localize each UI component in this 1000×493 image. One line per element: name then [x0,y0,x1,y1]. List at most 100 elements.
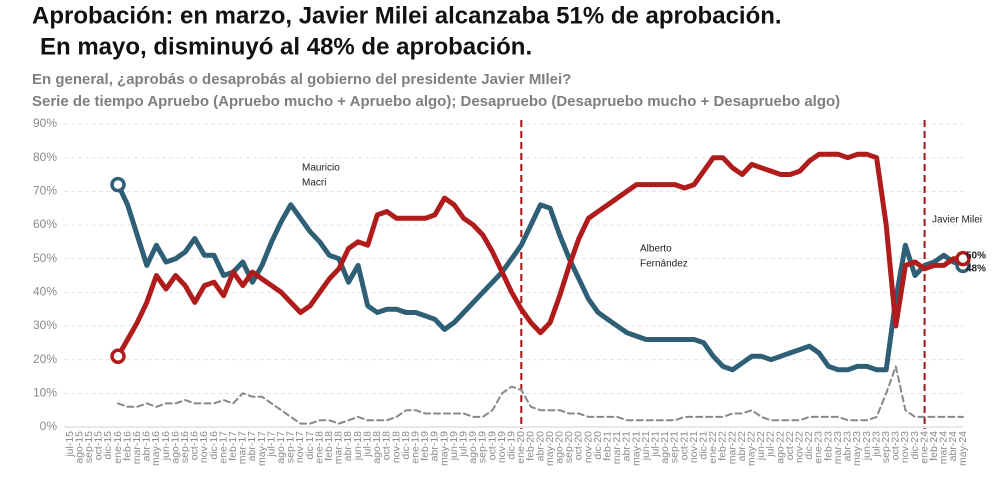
series-line [117,365,964,425]
y-tick-label: 80% [33,150,57,164]
x-tick-label: jun-22 [755,431,767,461]
x-tick-label: feb-24 [928,431,940,461]
x-tick-label: nov-16 [198,431,210,463]
x-tick-label: jul-23 [870,431,882,458]
x-tick-label: nov-20 [582,431,594,463]
y-tick-label: 50% [33,251,57,265]
series-line [115,151,966,359]
x-tick-label: ene-23 [813,431,825,464]
annotation: Mauricio [302,163,340,174]
x-tick-label: may-20 [544,431,556,466]
x-tick-label: ene-24 [918,431,930,464]
x-tick-label: sep-17 [285,431,297,463]
annotation: Macri [302,178,326,189]
y-tick-label: 20% [33,352,57,366]
point-marker [110,348,126,365]
x-tick-label: ago-22 [774,431,786,464]
x-tick-label: may-17 [256,431,268,466]
x-tick-label: nov-21 [688,431,700,463]
x-tick-label: feb-16 [121,431,133,461]
x-tick-label: jun-16 [160,431,172,461]
x-tick-label: jun-19 [448,431,460,461]
annotation: Javier Milei [932,215,982,226]
x-tick-label: oct-22 [784,431,796,460]
x-tick-label: sep-23 [880,431,892,463]
x-tick-label: nov-18 [390,431,402,463]
x-tick-label: may-22 [746,431,758,466]
y-tick-label: 30% [33,318,57,332]
x-tick-label: mar-21 [611,431,623,464]
x-tick-label: mar-22 [726,431,738,464]
chart-title: En mayo, disminuyó al 48% de aprobación. [40,33,532,60]
x-tick-label: may-19 [438,431,450,466]
x-tick-label: feb-18 [323,431,335,461]
x-tick-label: nov-22 [794,431,806,463]
x-tick-label: dic-17 [304,431,316,460]
x-tick-label: abr-17 [246,431,258,462]
x-tick-label: may-16 [150,431,162,466]
x-tick-label: jun-23 [861,431,873,461]
x-tick-label: nov-17 [294,431,306,463]
x-tick-label: feb-23 [822,431,834,461]
x-tick-label: dic-22 [803,431,815,460]
x-tick-label: jul-22 [765,431,777,458]
x-tick-label: mar-16 [131,431,143,464]
x-tick-label: mar-24 [938,431,950,464]
data-label: 50% [966,251,986,262]
x-tick-label: abr-20 [534,431,546,462]
y-tick-label: 70% [33,184,57,198]
chart-subtitle: En general, ¿aprobás o desaprobás al gob… [32,71,571,88]
annotation: Alberto [640,244,672,255]
x-tick-label: jul-15 [64,431,76,458]
x-tick-label: dic-18 [400,431,412,460]
x-tick-label: abr-24 [947,431,959,462]
x-tick-label: ene-20 [515,431,527,464]
x-tick-label: oct-16 [189,431,201,460]
x-tick-label: ago-21 [659,431,671,464]
x-tick-label: dic-19 [505,431,517,460]
x-tick-label: oct-18 [381,431,393,460]
point-marker [110,176,126,193]
x-tick-label: jul-21 [650,431,662,458]
x-tick-label: may-21 [630,431,642,466]
x-tick-label: sep-20 [563,431,575,463]
chart-subtitle: Serie de tiempo Apruebo (Apruebo mucho +… [32,93,840,110]
x-tick-label: jul-17 [265,431,277,458]
x-tick-label: ago-19 [467,431,479,464]
y-tick-label: 40% [33,285,57,299]
x-tick-label: dic-15 [102,431,114,460]
x-tick-label: ago-20 [553,431,565,464]
x-tick-label: oct-19 [486,431,498,460]
point-marker [955,250,971,267]
annotation: Fernández [640,259,688,270]
x-tick-label: dic-16 [208,431,220,460]
x-tick-label: ago-18 [371,431,383,464]
x-tick-label: ago-16 [169,431,181,464]
x-tick-label: feb-20 [525,431,537,461]
x-tick-label: sep-19 [477,431,489,463]
x-tick-label: abr-16 [141,431,153,462]
x-tick-label: oct-20 [573,431,585,460]
x-tick-label: jun-21 [640,431,652,461]
x-tick-label: ene-18 [313,431,325,464]
x-tick-label: mar-23 [832,431,844,464]
x-tick-label: feb-17 [227,431,239,461]
series-line [115,182,966,373]
y-tick-label: 0% [40,419,58,433]
x-tick-label: oct-15 [93,431,105,460]
x-tick-label: ago-15 [73,431,85,464]
x-tick-label: jul-19 [457,431,469,458]
x-tick-label: abr-21 [621,431,633,462]
x-tick-label: feb-22 [717,431,729,461]
x-tick-label: ene-22 [707,431,719,464]
x-tick-label: jun-18 [352,431,364,461]
x-tick-label: abr-22 [736,431,748,462]
x-tick-label: mar-18 [333,431,345,464]
x-tick-label: sep-15 [83,431,95,463]
x-tick-label: ene-16 [112,431,124,464]
x-tick-label: nov-19 [496,431,508,463]
x-tick-label: oct-23 [890,431,902,460]
x-tick-label: abr-19 [429,431,441,462]
x-tick-label: sep-21 [669,431,681,463]
x-tick-label: dic-23 [909,431,921,460]
